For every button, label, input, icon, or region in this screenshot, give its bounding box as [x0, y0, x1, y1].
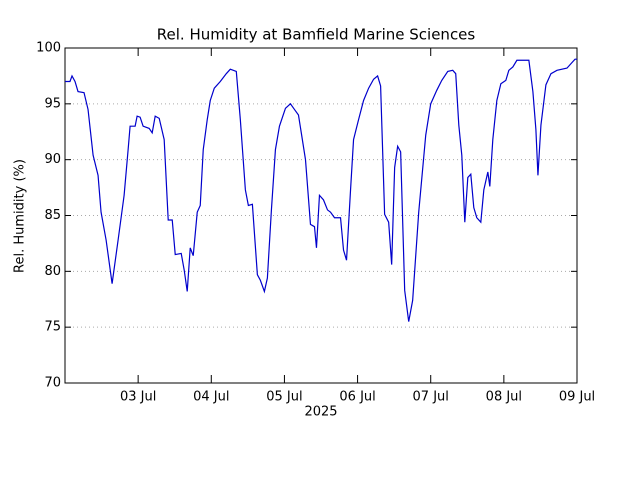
- chart-title: Rel. Humidity at Bamfield Marine Science…: [157, 26, 476, 44]
- y-tick-label: 70: [44, 376, 61, 391]
- x-tick-label: 03 Jul: [120, 390, 156, 405]
- x-tick-label: 07 Jul: [413, 390, 449, 405]
- x-tick-label: 04 Jul: [193, 390, 229, 405]
- y-tick-label: 75: [44, 320, 61, 335]
- y-tick-label: 80: [44, 264, 61, 279]
- x-tick-label: 08 Jul: [486, 390, 522, 405]
- y-tick-label: 85: [44, 208, 61, 223]
- y-tick-label: 90: [44, 152, 61, 167]
- x-tick-label: 06 Jul: [339, 390, 375, 405]
- y-tick-label: 95: [44, 96, 61, 111]
- line-series: [65, 58, 577, 322]
- x-axis-label: 2025: [304, 405, 337, 420]
- plot-frame: [64, 47, 578, 384]
- y-tick-label: 100: [36, 41, 61, 56]
- y-axis-label: Rel. Humidity (%): [13, 159, 28, 273]
- x-tick-label: 05 Jul: [266, 390, 302, 405]
- x-tick-label: 09 Jul: [559, 390, 595, 405]
